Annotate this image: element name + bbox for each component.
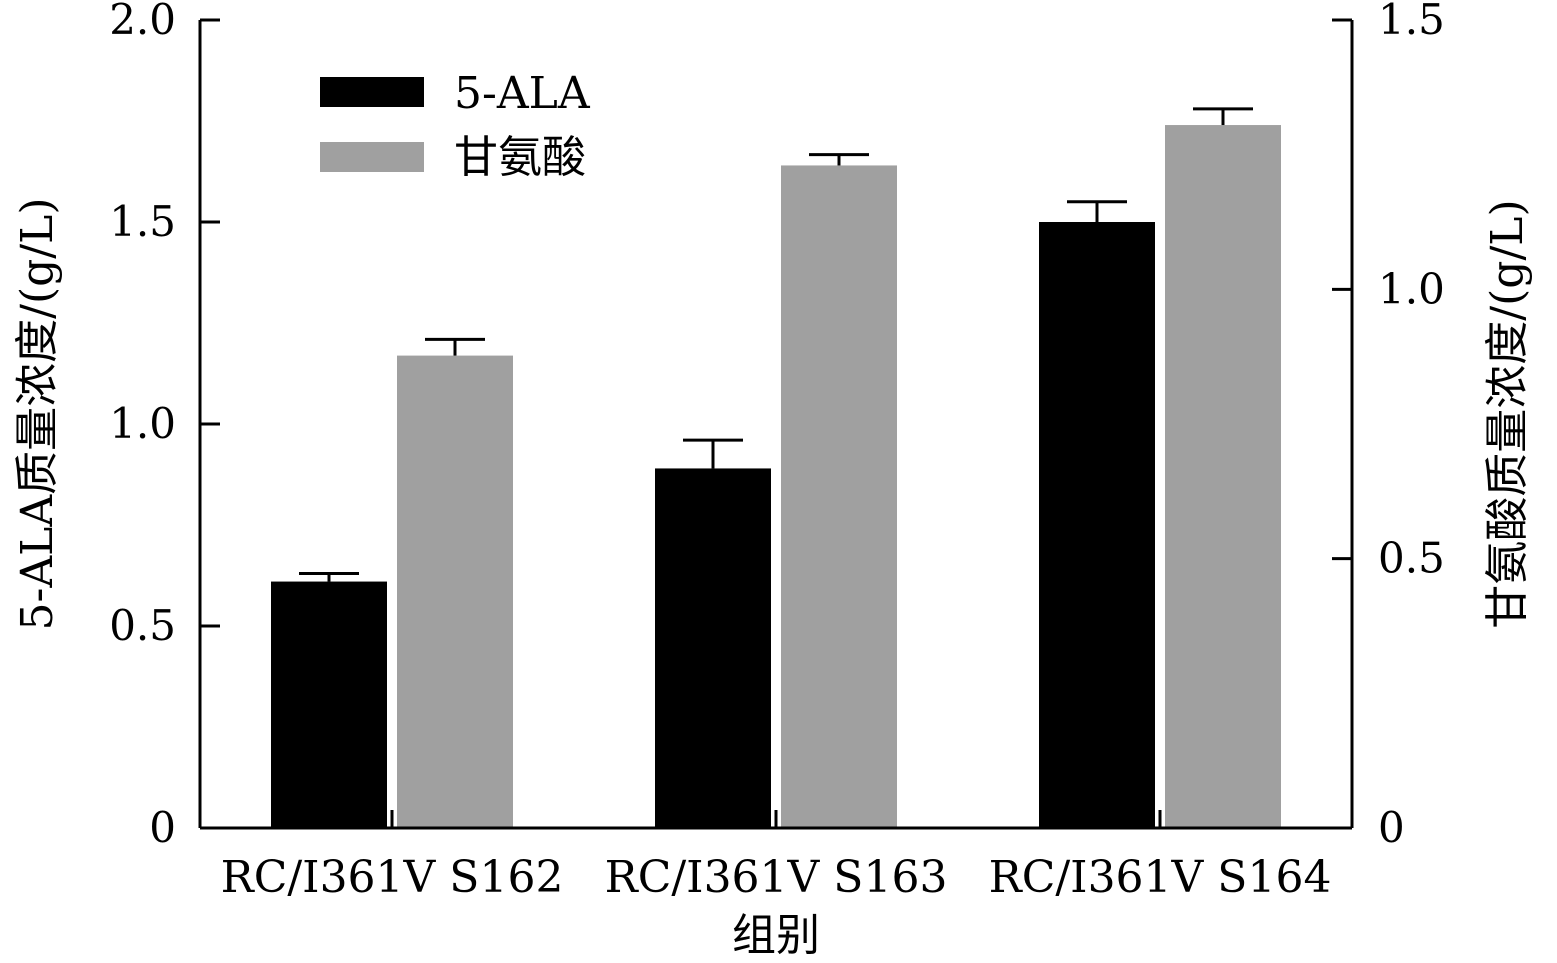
right-y-ticks: 0 0.5 1.0 1.5 xyxy=(1332,0,1445,852)
right-y-tick-label: 0.5 xyxy=(1378,534,1445,583)
x-tick-label: RC/I361V S163 xyxy=(605,852,948,903)
left-y-ticks: 0 0.5 1.0 1.5 2.0 xyxy=(109,0,220,852)
x-tick-label: RC/I361V S162 xyxy=(221,852,564,903)
legend-swatch-5-ala xyxy=(320,77,424,107)
bar-5-ala xyxy=(655,468,771,828)
bars-group xyxy=(271,125,1281,829)
left-y-axis-title: 5-ALA质量浓度/(g/L) xyxy=(12,198,63,631)
bar-glycine xyxy=(1165,125,1281,829)
legend-swatch-glycine xyxy=(320,142,424,172)
x-tick-label: RC/I361V S164 xyxy=(989,852,1332,903)
right-y-tick-label: 0 xyxy=(1378,803,1405,852)
legend: 5-ALA 甘氨酸 xyxy=(320,68,591,183)
error-bars-group xyxy=(299,107,1253,582)
bar-glycine xyxy=(781,165,897,828)
right-y-tick-label: 1.0 xyxy=(1378,264,1445,313)
legend-label-5-ala: 5-ALA xyxy=(454,68,591,119)
x-axis-title: 组别 xyxy=(732,910,820,961)
right-y-tick-label: 1.5 xyxy=(1378,0,1445,44)
left-y-tick-label: 1.0 xyxy=(109,399,176,448)
legend-label-glycine: 甘氨酸 xyxy=(454,132,586,183)
bar-5-ala xyxy=(1039,222,1155,828)
x-tick-labels: RC/I361V S162 RC/I361V S163 RC/I361V S164 xyxy=(221,852,1332,903)
left-y-tick-label: 2.0 xyxy=(109,0,176,44)
right-y-axis-title: 甘氨酸质量浓度/(g/L) xyxy=(1482,199,1533,628)
left-y-tick-label: 1.5 xyxy=(109,197,176,246)
left-y-tick-label: 0 xyxy=(149,803,176,852)
left-y-tick-label: 0.5 xyxy=(109,601,176,650)
bar-glycine xyxy=(397,355,513,828)
bar-5-ala xyxy=(271,581,387,828)
x-ticks xyxy=(390,810,1162,828)
